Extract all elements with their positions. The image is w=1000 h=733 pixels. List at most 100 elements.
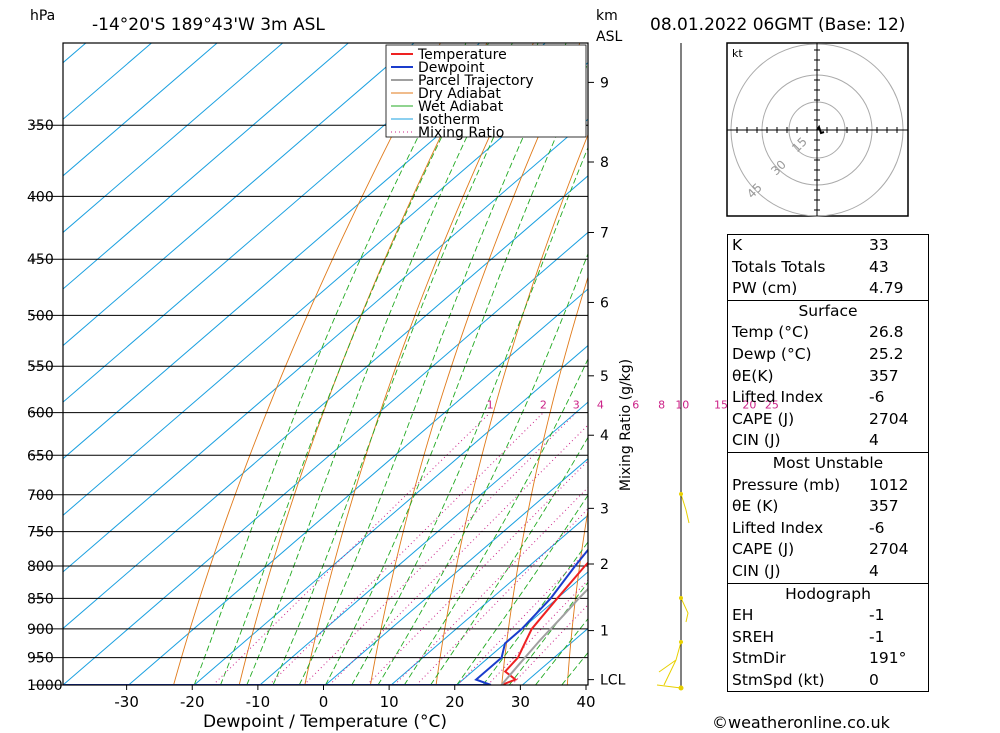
x-tick-label: 0 (319, 693, 329, 711)
km-tick-label: 9 (600, 75, 609, 91)
km-label: km (596, 8, 618, 24)
mixing-ratio-line (457, 549, 588, 685)
wet-adiabat-line (456, 494, 588, 685)
legend-temperature: Temperature (417, 47, 507, 63)
pressure-label: 500 (27, 308, 54, 324)
location-title: -14°20'S 189°43'W 3m ASL (92, 15, 325, 35)
mixing-ratio-label: 15 (714, 399, 728, 412)
surface-row: CAPE (J) 2704 (732, 409, 909, 428)
mixing-ratio-label: 8 (658, 399, 665, 412)
isotherm-line (390, 514, 588, 685)
mixing-ratio-label: 20 (742, 399, 756, 412)
dry-adiabat-line (369, 43, 581, 685)
hpa-label: hPa (30, 8, 55, 24)
x-tick-label: 20 (445, 693, 464, 711)
mixing-ratio-axis-label: Mixing Ratio (g/kg) (618, 359, 634, 491)
x-tick-label: -10 (246, 693, 271, 711)
legend-box (385, 44, 587, 138)
dry-adiabat-line (435, 133, 588, 685)
wet-adiabat-line (220, 43, 490, 685)
wet-adiabat-line (272, 43, 539, 685)
unstable-row: Lifted Index -6 (732, 518, 885, 537)
mixing-ratio-label: 3 (573, 399, 580, 412)
index-table: K 33 Totals Totals 43 PW (cm) 4.79 Surface … (727, 234, 929, 693)
mixing-ratio-label: 10 (675, 399, 689, 412)
isotherm-line (63, 43, 349, 290)
hodograph-unit: kt (732, 47, 743, 60)
pressure-label: 800 (27, 559, 54, 575)
pressure-label: 950 (27, 651, 54, 667)
legend-parcel: Parcel Trajectory (418, 73, 534, 89)
isotherm-line (63, 43, 152, 120)
hodograph: kt 15 30 45 (726, 42, 909, 217)
surface-row: Temp (°C) 26.8 (732, 323, 904, 342)
dry-adiabat-line (566, 507, 588, 685)
pressure-label: 850 (27, 591, 54, 607)
x-axis-label: Dewpoint / Temperature (°C) (203, 712, 447, 732)
legend-isotherm: Isotherm (418, 112, 480, 128)
axes: 1 2 3 4 6 8 10 15 20 2535040045050055060065070075… (27, 75, 779, 711)
km-tick-label: LCL (600, 673, 626, 689)
mixing-ratio-line (329, 424, 588, 685)
mixing-ratio-line (212, 412, 491, 685)
pressure-label: 450 (27, 252, 54, 268)
pressure-lines (31, 124, 588, 686)
wet-adiabat-line (351, 146, 588, 685)
index-row: K 33 (732, 236, 889, 254)
index-row: PW (cm) 4.79 (732, 279, 904, 298)
wet-adiabat-line (377, 252, 588, 685)
unstable-title: Most Unstable (728, 451, 928, 475)
km-tick-label: 1 (600, 624, 609, 640)
isotherm-line (259, 401, 588, 685)
plot-frame (62, 42, 589, 686)
hodograph-title: Hodograph (728, 582, 928, 606)
km-tick-label: 7 (600, 225, 609, 241)
pressure-label: 650 (27, 448, 54, 464)
isotherm-line (63, 231, 588, 685)
legend-dewpoint: Dewpoint (418, 60, 485, 76)
pressure-label: 600 (27, 406, 54, 422)
dry-adiabat-line (173, 43, 441, 685)
surface-row: θE(K) 357 (732, 366, 899, 385)
isotherm-line (63, 43, 546, 460)
mixing-ratio-label: 1 (487, 399, 494, 412)
dry-adiabat-line (238, 43, 488, 685)
isotherm-line (0, 43, 20, 685)
wind-profile (656, 43, 690, 691)
pressure-label: 900 (27, 622, 54, 638)
mixing-ratio-line (366, 460, 588, 685)
km-tick-label: 2 (600, 557, 609, 573)
dry-adiabat-line (946, 25, 1000, 711)
isotherm-line (63, 43, 218, 177)
isotherm-line (63, 118, 588, 573)
pressure-label: 350 (27, 118, 54, 134)
isotherm-line (456, 571, 588, 685)
unstable-row: Pressure (mb) 1012 (732, 475, 909, 494)
legend-wet-adiabat: Wet Adiabat (418, 99, 504, 115)
hodo-row: StmDir 191° (732, 649, 907, 668)
wet-adiabat-line (193, 43, 467, 685)
temperature-line (501, 561, 588, 685)
isotherm-line (128, 288, 588, 685)
datetime-title: 08.01.2022 06GMT (Base: 12) (650, 15, 905, 35)
mixing-ratio-label: 2 (540, 399, 547, 412)
isotherm-line (193, 344, 588, 685)
mixing-ratio-label: 6 (632, 399, 639, 412)
isotherm-line (63, 62, 588, 516)
wind-point (678, 685, 684, 691)
mixing-ratio-label: 25 (765, 399, 779, 412)
pressure-label: 700 (27, 488, 54, 504)
pressure-label: 550 (27, 359, 54, 375)
isotherm-line (325, 458, 588, 685)
index-row: Totals Totals 43 (732, 257, 889, 276)
isotherm-line (63, 43, 415, 347)
dewpoint-line (474, 548, 588, 685)
legend: Temperature Dewpoint Parcel Trajectory D… (385, 44, 587, 141)
profile-lines (63, 548, 588, 685)
isotherm-line (63, 43, 284, 234)
wind-barb (680, 597, 689, 623)
hodo-row: StmSpd (kt) 0 (732, 670, 879, 689)
wet-adiabat-line (325, 62, 588, 685)
x-tick-label: -30 (114, 693, 139, 711)
pressure-label: 400 (27, 189, 54, 205)
